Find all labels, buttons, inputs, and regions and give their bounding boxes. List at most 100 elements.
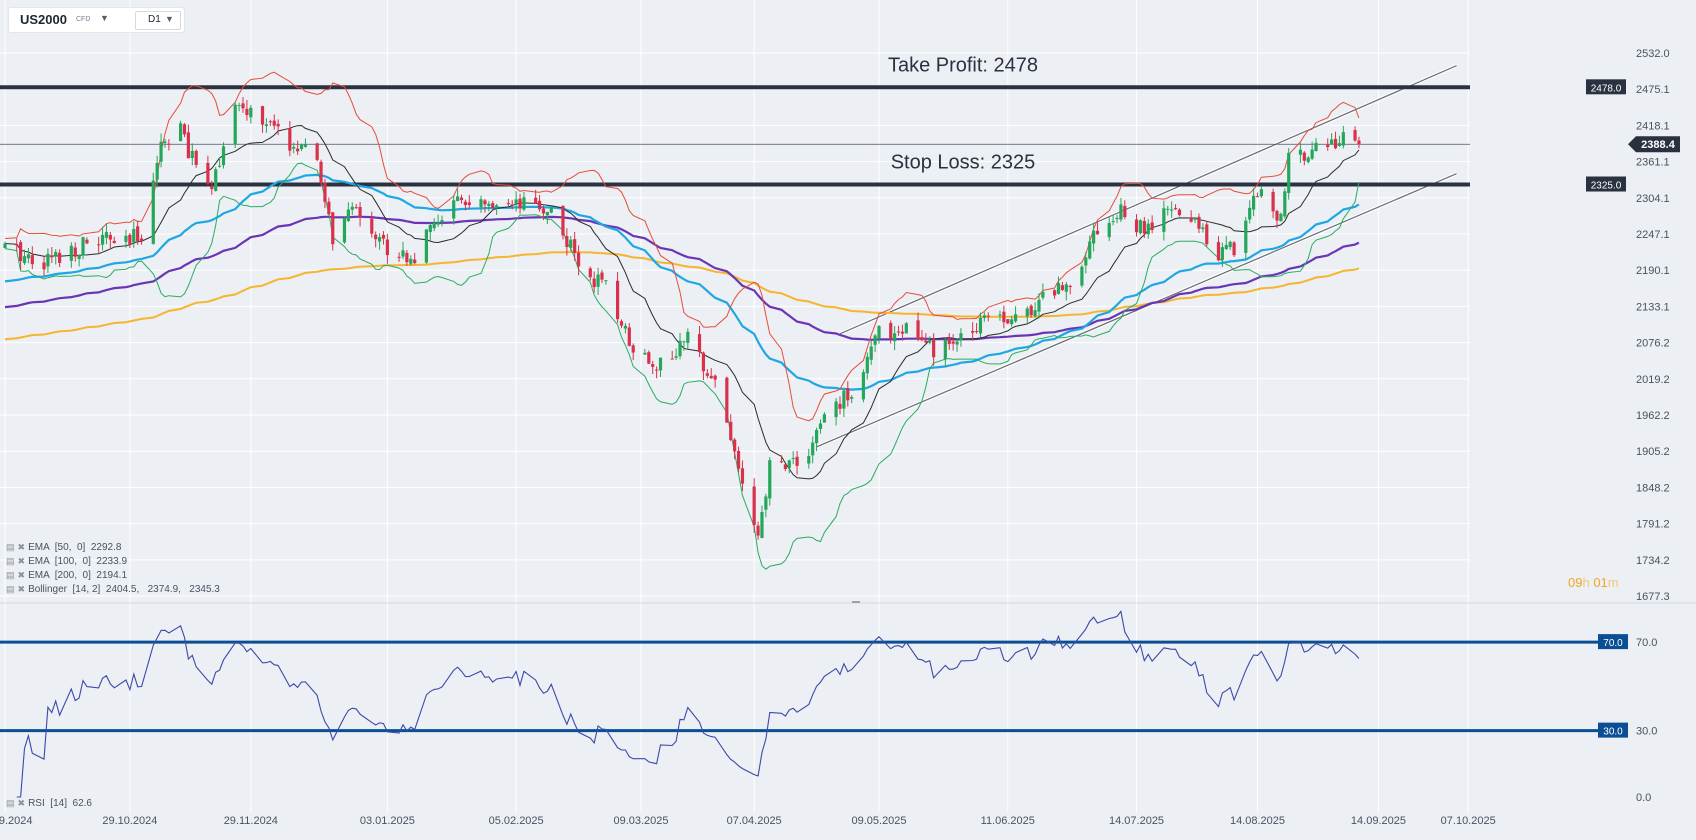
candle bbox=[1224, 236, 1228, 250]
close-icon[interactable]: ✖ bbox=[17, 798, 26, 808]
ema-50-line bbox=[4, 173, 1360, 391]
rsi-level-0-tag-box bbox=[1598, 634, 1628, 650]
candle-body bbox=[1111, 221, 1115, 223]
candle bbox=[795, 450, 799, 475]
candle bbox=[54, 249, 58, 265]
candle-body bbox=[1060, 285, 1065, 290]
candle bbox=[214, 167, 218, 192]
settings-icon[interactable]: ▤ bbox=[6, 570, 15, 580]
rsi-level-0-tag: 70.0 bbox=[1603, 638, 1623, 649]
candle bbox=[182, 123, 187, 138]
candle-body bbox=[924, 340, 928, 343]
candle bbox=[413, 252, 417, 265]
candle bbox=[1330, 133, 1334, 145]
candle bbox=[1123, 200, 1127, 220]
level-0-tag-box bbox=[1586, 79, 1626, 95]
candle-body bbox=[303, 144, 308, 147]
candle bbox=[733, 437, 737, 460]
candle bbox=[818, 419, 823, 434]
candle bbox=[319, 159, 323, 187]
candle-body bbox=[592, 278, 596, 288]
candle-body bbox=[889, 322, 893, 339]
candle bbox=[576, 245, 581, 276]
bollinger-middle-line bbox=[4, 124, 1360, 480]
candle-body bbox=[596, 274, 600, 287]
candle-body bbox=[822, 414, 826, 423]
candle bbox=[3, 241, 7, 249]
countdown-minutes: 01 bbox=[1593, 575, 1608, 590]
candle-body bbox=[904, 323, 908, 334]
candle bbox=[756, 521, 760, 540]
candle-body bbox=[974, 331, 979, 333]
x-tick-label: 29.10.2024 bbox=[102, 815, 157, 827]
candle bbox=[1251, 187, 1256, 217]
candle-body bbox=[342, 217, 347, 243]
countdown-hours: 09 bbox=[1568, 575, 1583, 590]
candle-body bbox=[779, 461, 784, 463]
candle-body bbox=[296, 148, 300, 152]
close-icon[interactable]: ✖ bbox=[17, 584, 26, 594]
candle-body bbox=[1146, 223, 1150, 235]
candle bbox=[401, 241, 405, 260]
symbol-selector[interactable]: US2000 CFD ▼ D1 ▼ bbox=[9, 8, 184, 32]
close-icon[interactable]: ✖ bbox=[17, 556, 26, 566]
candle-body bbox=[397, 256, 401, 258]
candle bbox=[740, 460, 745, 491]
candle bbox=[491, 200, 495, 211]
candle-body bbox=[842, 390, 846, 409]
candle-body bbox=[1173, 208, 1178, 210]
candle-body bbox=[479, 199, 483, 208]
settings-icon[interactable]: ▤ bbox=[6, 556, 15, 566]
y-tick-label: 2475.1 bbox=[1636, 84, 1670, 96]
candle bbox=[1080, 264, 1084, 288]
candle-body bbox=[506, 203, 510, 205]
candle bbox=[1357, 136, 1361, 149]
bollinger-lower-line bbox=[4, 162, 1360, 570]
chevron-down-icon[interactable]: ▼ bbox=[100, 13, 109, 23]
candle bbox=[978, 312, 983, 338]
candle bbox=[1337, 135, 1342, 147]
candle-body bbox=[128, 234, 132, 245]
settings-icon[interactable]: ▤ bbox=[6, 798, 15, 808]
level-1-tag-box bbox=[1586, 176, 1626, 192]
candle bbox=[1298, 142, 1303, 163]
candle bbox=[873, 334, 877, 352]
rsi-level-1-tag: 30.0 bbox=[1603, 727, 1623, 738]
candle bbox=[932, 333, 936, 366]
candle-body bbox=[221, 146, 226, 166]
candle-body bbox=[733, 439, 737, 452]
x-tick-label: 07.10.2025 bbox=[1441, 815, 1496, 827]
close-icon[interactable]: ✖ bbox=[17, 542, 26, 552]
timeframe-select[interactable]: D1 ▼ bbox=[135, 11, 181, 30]
candle bbox=[729, 414, 733, 442]
candle-body bbox=[768, 460, 772, 499]
candle bbox=[50, 247, 54, 263]
candle-body bbox=[647, 352, 651, 364]
y-tick-label: 1962.2 bbox=[1636, 410, 1670, 422]
settings-icon[interactable]: ▤ bbox=[6, 584, 15, 594]
candle-body bbox=[210, 186, 214, 190]
candle bbox=[814, 427, 819, 452]
candle-body bbox=[214, 169, 218, 191]
x-tick-label: 14.07.2025 bbox=[1109, 815, 1164, 827]
x-tick-label: 07.04.2025 bbox=[727, 815, 782, 827]
level-0-tag: 2478.0 bbox=[1591, 83, 1622, 94]
candle bbox=[1353, 126, 1357, 142]
rsi-line bbox=[16, 610, 1360, 798]
candle bbox=[1060, 281, 1065, 291]
candle bbox=[58, 249, 62, 268]
candle bbox=[124, 229, 128, 248]
candle bbox=[850, 395, 854, 404]
settings-icon[interactable]: ▤ bbox=[6, 542, 15, 552]
x-tick-label: 14.09.2025 bbox=[1351, 815, 1406, 827]
close-icon[interactable]: ✖ bbox=[17, 570, 26, 580]
candle bbox=[619, 319, 624, 329]
candle bbox=[951, 334, 955, 351]
candle bbox=[1006, 319, 1010, 325]
candle-body bbox=[1134, 219, 1139, 233]
price-levels[interactable]: Take Profit: 2478 2478.0 Stop Loss: 2325 23… bbox=[0, 54, 1626, 192]
candle bbox=[77, 254, 81, 267]
candle bbox=[194, 149, 198, 168]
